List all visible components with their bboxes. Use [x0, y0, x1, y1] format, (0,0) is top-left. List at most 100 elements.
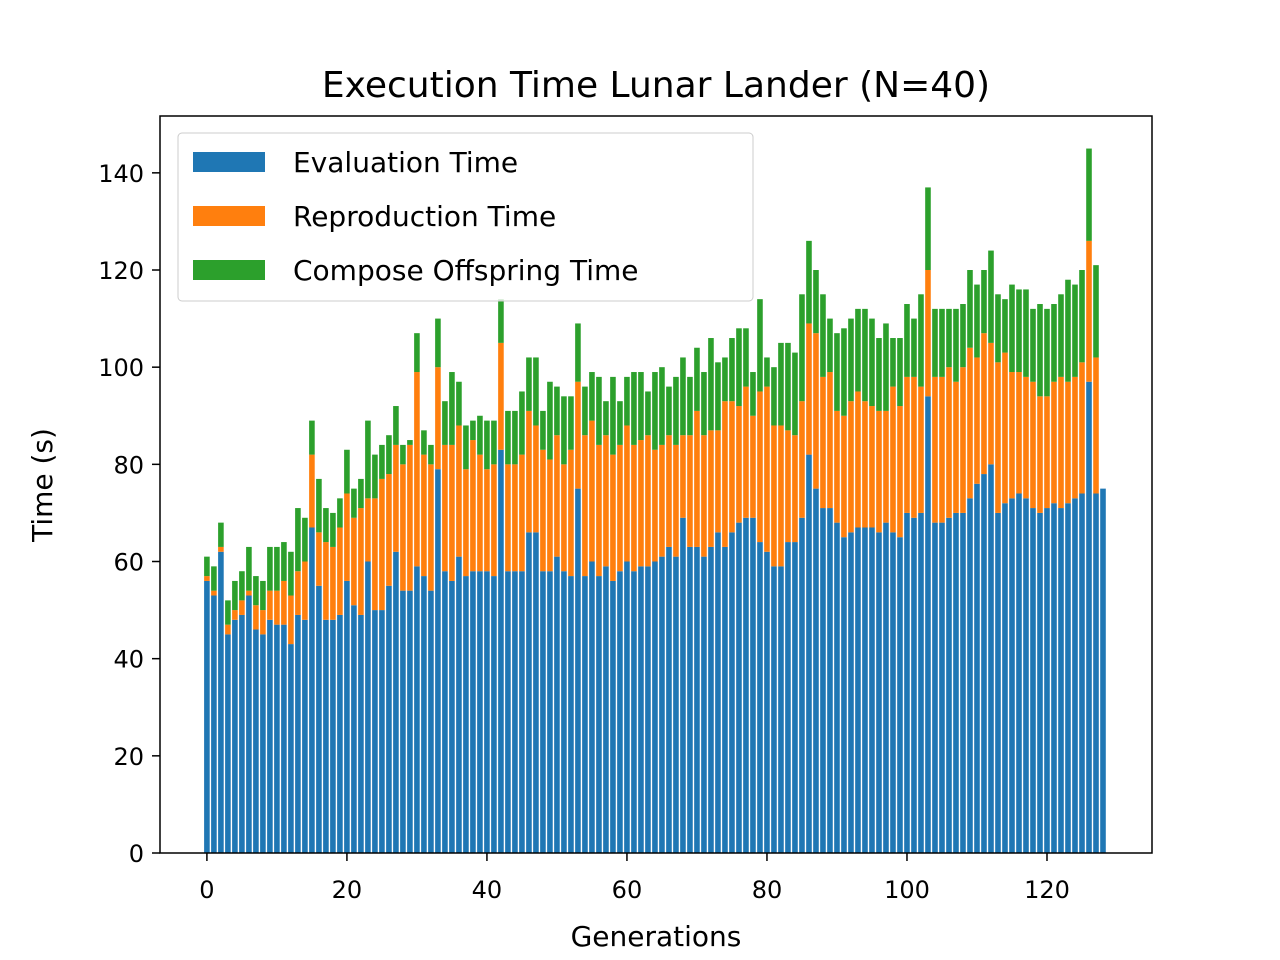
bar-segment: [883, 522, 889, 853]
bar-segment: [722, 546, 728, 853]
bar-segment: [694, 410, 700, 547]
bar-segment: [260, 580, 266, 611]
bar-segment: [561, 464, 567, 572]
y-tick-label: 120: [98, 257, 144, 285]
bar-segment: [281, 580, 287, 625]
bar-segment: [239, 614, 245, 853]
bar-segment: [365, 561, 371, 853]
bar-segment: [330, 546, 336, 620]
bar-segment: [743, 328, 749, 387]
bar-segment: [1051, 304, 1057, 382]
bar-segment: [1009, 372, 1015, 499]
bar-segment: [736, 406, 742, 523]
bar-segment: [701, 372, 707, 436]
bar-segment: [407, 444, 413, 591]
bar-segment: [554, 556, 560, 853]
legend-box: [177, 132, 754, 302]
bar-segment: [834, 410, 840, 523]
bar-segment: [1058, 376, 1064, 509]
bar-segment: [568, 396, 574, 450]
bar-segment: [477, 454, 483, 572]
bar-segment: [1079, 362, 1085, 494]
bar-segment: [491, 420, 497, 465]
legend-label: Reproduction Time: [293, 200, 556, 233]
bar-segment: [939, 522, 945, 853]
bar-segment: [575, 381, 581, 489]
bar-segment: [365, 498, 371, 562]
bar-segment: [624, 561, 630, 853]
bar-segment: [883, 410, 889, 523]
bar-segment: [995, 512, 1001, 853]
x-tick-label: 0: [199, 876, 214, 904]
bar-segment: [1016, 372, 1022, 494]
bar-segment: [337, 614, 343, 853]
x-tick-label: 20: [332, 876, 363, 904]
bar-segment: [666, 386, 672, 436]
bar-segment: [407, 590, 413, 853]
bar-segment: [225, 600, 231, 625]
bar-segment: [365, 420, 371, 499]
bar-segment: [932, 522, 938, 853]
bar-segment: [652, 372, 658, 450]
bar-segment: [253, 576, 259, 606]
bar-segment: [519, 454, 525, 572]
bar-segment: [974, 284, 980, 358]
bar-segment: [1023, 498, 1029, 853]
bar-segment: [470, 440, 476, 572]
bar-segment: [1058, 294, 1064, 377]
bar-segment: [309, 527, 315, 853]
bar-segment: [925, 396, 931, 853]
bar-segment: [281, 542, 287, 581]
bar-segment: [792, 435, 798, 543]
bar-segment: [505, 571, 511, 853]
bar-segment: [204, 580, 210, 853]
y-tick-label: 60: [113, 549, 144, 577]
bar-segment: [687, 546, 693, 853]
bar-segment: [736, 522, 742, 853]
bar-segment: [386, 585, 392, 853]
bar-segment: [204, 576, 210, 581]
bar-segment: [834, 333, 840, 411]
bar-segment: [862, 401, 868, 528]
bar-segment: [351, 517, 357, 606]
bar-segment: [659, 367, 665, 445]
bar-segment: [757, 391, 763, 543]
bar-segment: [1023, 289, 1029, 377]
bar-segment: [841, 415, 847, 538]
bar-segment: [477, 571, 483, 853]
bar-segment: [1051, 381, 1057, 504]
x-axis-label: Generations: [571, 920, 742, 953]
y-tick-label: 40: [113, 646, 144, 674]
bar-segment: [491, 464, 497, 577]
bar-segment: [547, 381, 553, 460]
bar-segment: [526, 410, 532, 533]
bar-segment: [666, 435, 672, 547]
bar-segment: [834, 522, 840, 853]
bar-segment: [806, 323, 812, 455]
bar-segment: [568, 576, 574, 853]
bar-segment: [498, 342, 504, 450]
bar-segment: [302, 561, 308, 620]
bar-segment: [330, 512, 336, 547]
bar-segment: [1100, 488, 1106, 853]
bar-segment: [386, 474, 392, 586]
bar-segment: [708, 338, 714, 431]
bar-segment: [820, 508, 826, 853]
bar-segment: [974, 483, 980, 853]
bar-segment: [722, 401, 728, 547]
bar-segment: [960, 304, 966, 368]
bar-segment: [218, 522, 224, 547]
bar-segment: [862, 527, 868, 853]
bar-segment: [239, 571, 245, 601]
bar-segment: [1030, 381, 1036, 509]
bar-segment: [1072, 284, 1078, 377]
bar-segment: [358, 508, 364, 615]
bar-segment: [701, 435, 707, 557]
bar-segment: [337, 527, 343, 615]
bar-segment: [659, 444, 665, 557]
bar-segment: [323, 619, 329, 853]
x-tick-label: 80: [752, 876, 783, 904]
bar-segment: [750, 415, 756, 518]
bar-segment: [848, 532, 854, 853]
plot-frame: [159, 115, 1153, 854]
